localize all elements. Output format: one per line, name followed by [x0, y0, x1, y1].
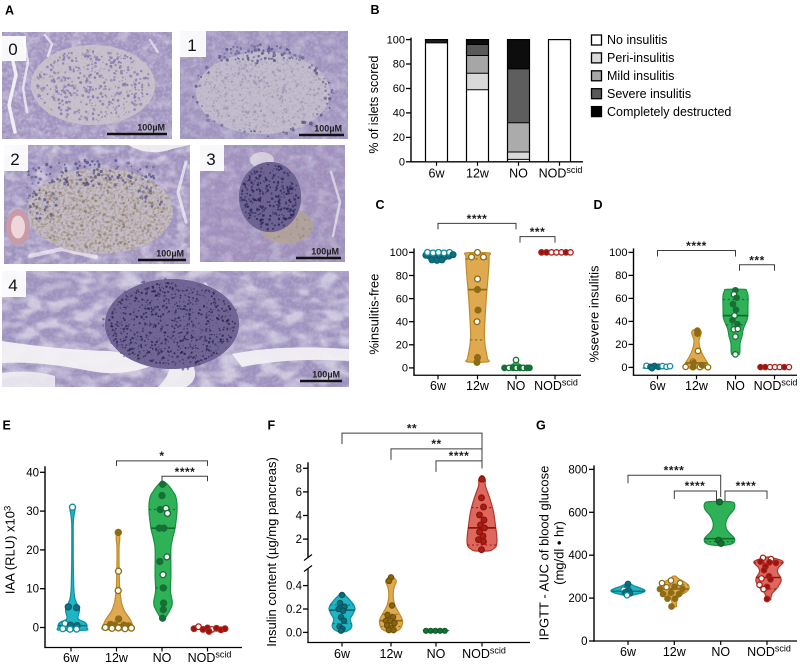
svg-text:100: 100 — [390, 247, 408, 259]
svg-text:12w: 12w — [105, 651, 129, 665]
svg-text:40: 40 — [615, 316, 627, 328]
svg-text:F: F — [268, 419, 276, 433]
svg-text:6w: 6w — [650, 379, 667, 393]
svg-text:0: 0 — [399, 157, 405, 169]
svg-text:Peri-insulitis: Peri-insulitis — [607, 51, 674, 65]
svg-text:30: 30 — [26, 506, 39, 518]
svg-text:20: 20 — [396, 340, 408, 352]
svg-text:600: 600 — [568, 507, 587, 519]
svg-text:0.4: 0.4 — [286, 581, 303, 593]
svg-text:100µM: 100µM — [311, 247, 339, 257]
svg-text:E: E — [3, 419, 11, 433]
svg-text:6w: 6w — [63, 651, 80, 665]
svg-text:20: 20 — [26, 545, 39, 557]
svg-text:Completely destructed: Completely destructed — [607, 105, 731, 119]
svg-text:B: B — [371, 3, 380, 17]
svg-text:NO: NO — [711, 645, 730, 659]
svg-text:G: G — [536, 419, 546, 433]
svg-text:8: 8 — [296, 463, 302, 475]
svg-text:0: 0 — [8, 40, 17, 59]
svg-text:1: 1 — [187, 36, 196, 55]
svg-text:0: 0 — [402, 363, 408, 375]
svg-text:6w: 6w — [430, 379, 447, 393]
svg-text:NO: NO — [153, 651, 172, 665]
svg-text:****: **** — [685, 479, 706, 493]
svg-text:80: 80 — [393, 59, 405, 71]
svg-text:6w: 6w — [620, 645, 637, 659]
svg-text:400: 400 — [568, 550, 587, 562]
svg-text:****: **** — [736, 479, 757, 493]
svg-text:6: 6 — [296, 487, 302, 499]
svg-text:20: 20 — [393, 132, 405, 144]
svg-text:60: 60 — [396, 293, 408, 305]
svg-text:No insulitis: No insulitis — [607, 33, 667, 47]
svg-text:12w: 12w — [466, 167, 490, 181]
svg-text:NO: NO — [726, 379, 745, 393]
svg-text:2: 2 — [296, 534, 302, 546]
svg-text:Insulin content (µg/mg pancrea: Insulin content (µg/mg pancreas) — [264, 457, 279, 647]
svg-text:***: *** — [530, 225, 546, 239]
svg-text:4: 4 — [296, 511, 303, 523]
svg-text:40: 40 — [396, 317, 408, 329]
svg-text:% of islets scored: % of islets scored — [367, 56, 381, 154]
svg-text:12w: 12w — [380, 647, 404, 661]
svg-text:6w: 6w — [334, 647, 351, 661]
svg-text:40: 40 — [26, 467, 39, 479]
svg-text:IPGTT - AUC of blood glucose: IPGTT - AUC of blood glucose — [537, 466, 552, 641]
svg-text:%severe insulitis: %severe insulitis — [587, 265, 602, 362]
svg-text:Severe insulitis: Severe insulitis — [607, 87, 691, 101]
svg-text:0: 0 — [33, 623, 39, 635]
svg-text:NO: NO — [507, 379, 526, 393]
svg-text:IAA (RLU) x103: IAA (RLU) x103 — [3, 506, 18, 594]
svg-text:80: 80 — [396, 270, 408, 282]
svg-text:%insulitis-free: %insulitis-free — [367, 274, 382, 355]
svg-text:0.2: 0.2 — [286, 604, 302, 616]
svg-text:12w: 12w — [685, 379, 709, 393]
svg-text:**: ** — [407, 421, 417, 435]
svg-text:200: 200 — [568, 593, 587, 605]
svg-text:2: 2 — [10, 150, 19, 169]
svg-text:100µM: 100µM — [314, 124, 342, 134]
svg-text:40: 40 — [393, 108, 405, 120]
svg-text:Mild insulitis: Mild insulitis — [607, 69, 674, 83]
svg-text:****: **** — [664, 463, 685, 477]
svg-text:100: 100 — [387, 34, 405, 46]
svg-text:6w: 6w — [429, 167, 446, 181]
svg-text:100µM: 100µM — [312, 370, 340, 380]
svg-text:3: 3 — [206, 150, 215, 169]
svg-text:(mg/dl • hr): (mg/dl • hr) — [552, 521, 567, 585]
svg-text:D: D — [594, 198, 603, 212]
svg-text:****: **** — [175, 465, 196, 479]
svg-text:0: 0 — [581, 636, 587, 648]
svg-text:**: ** — [431, 437, 441, 451]
svg-text:A: A — [5, 4, 14, 18]
svg-text:****: **** — [449, 449, 470, 463]
svg-text:****: **** — [467, 212, 488, 226]
svg-text:0: 0 — [621, 362, 627, 374]
svg-text:NO: NO — [427, 647, 446, 661]
svg-text:800: 800 — [568, 464, 587, 476]
svg-text:100µM: 100µM — [156, 249, 184, 259]
svg-text:0.0: 0.0 — [286, 627, 302, 639]
svg-text:100: 100 — [609, 247, 627, 259]
svg-text:12w: 12w — [663, 645, 687, 659]
svg-text:20: 20 — [615, 339, 627, 351]
svg-text:60: 60 — [615, 293, 627, 305]
svg-text:***: *** — [749, 253, 765, 267]
svg-text:80: 80 — [615, 270, 627, 282]
svg-text:C: C — [376, 198, 385, 212]
svg-text:*: * — [159, 449, 164, 463]
svg-text:****: **** — [686, 239, 707, 253]
svg-text:NO: NO — [509, 167, 528, 181]
svg-text:60: 60 — [393, 83, 405, 95]
svg-text:10: 10 — [26, 584, 39, 596]
svg-text:4: 4 — [8, 276, 17, 295]
svg-text:100µM: 100µM — [137, 123, 165, 133]
svg-text:12w: 12w — [466, 379, 490, 393]
